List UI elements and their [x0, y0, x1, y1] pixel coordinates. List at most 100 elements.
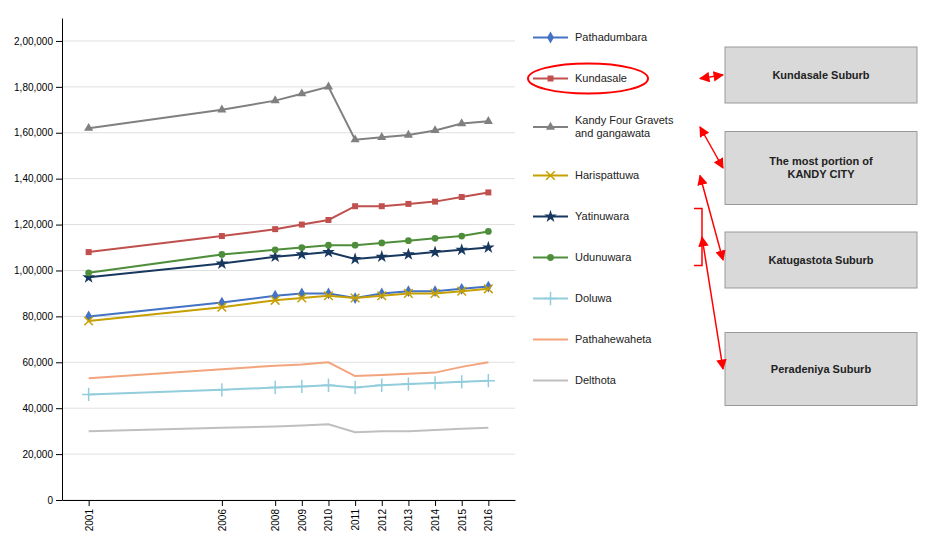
legend-label: Pathadumbara	[575, 31, 648, 43]
tick-label: 1,20,000	[14, 219, 53, 230]
series	[84, 285, 492, 326]
point	[428, 376, 441, 389]
tick: 2008	[270, 500, 281, 531]
point	[218, 251, 225, 258]
point	[217, 105, 226, 113]
point	[295, 380, 308, 393]
point	[429, 245, 442, 257]
legend-marker	[548, 76, 554, 82]
line	[89, 424, 489, 432]
point	[484, 285, 493, 294]
tick: 2016	[483, 500, 494, 531]
line	[89, 248, 489, 278]
point	[271, 95, 280, 103]
grid-line	[62, 408, 515, 409]
legend-label: Delthota	[575, 374, 617, 386]
legend-label: Pathahewaheta	[575, 333, 652, 345]
grid-line	[62, 270, 515, 271]
tick-label: 2011	[350, 509, 361, 531]
grid	[62, 41, 515, 500]
plot-area	[82, 82, 495, 433]
point	[377, 291, 386, 300]
series	[82, 241, 494, 283]
point	[271, 296, 280, 305]
line	[89, 362, 489, 378]
part: and gangawata	[575, 127, 651, 139]
point	[405, 285, 412, 297]
legend-entry: Kundasale	[533, 72, 627, 84]
tick: 1,40,000	[14, 173, 62, 184]
line	[89, 287, 489, 317]
tick: 2010	[323, 500, 334, 531]
tick: 60,000	[22, 357, 62, 368]
tick-mark	[382, 500, 383, 506]
tick-mark	[56, 362, 62, 363]
line	[89, 192, 489, 252]
annotation-arrow	[700, 127, 723, 168]
tick-label: 2014	[430, 509, 441, 532]
tick-mark	[89, 500, 90, 506]
x-axis: 2001200620082009201020112012201320142015…	[63, 500, 516, 531]
point	[86, 249, 92, 255]
point	[84, 317, 93, 326]
annotations: Kundasale SuburbThe most portion ofKANDY…	[694, 47, 917, 406]
tick-mark	[488, 500, 489, 506]
legend-entry: Delthota	[533, 374, 617, 386]
tick: 1,00,000	[14, 265, 62, 276]
grid-line	[62, 40, 515, 41]
tick-label: 2,00,000	[14, 36, 53, 47]
axis-line	[63, 500, 516, 501]
point	[352, 242, 359, 249]
tick-label: 20,000	[22, 449, 53, 460]
point	[84, 123, 93, 131]
point	[459, 194, 465, 200]
tick-label: 1,00,000	[14, 265, 53, 276]
tick-label: 2001	[84, 509, 95, 532]
grid-line	[62, 86, 515, 87]
point	[455, 243, 468, 255]
tick-label: 2015	[457, 509, 468, 532]
tick: 2009	[297, 500, 308, 531]
legend-entry: Doluwa	[533, 292, 613, 305]
tick: 1,80,000	[14, 82, 62, 93]
part: Peradeniya Suburb	[771, 363, 872, 375]
legend-marker	[546, 171, 555, 180]
point	[299, 222, 305, 228]
tick-label: 2010	[323, 509, 334, 532]
tick-mark	[56, 270, 62, 271]
legend-swatch	[533, 380, 568, 382]
tick-mark	[56, 316, 62, 317]
tick-label: 40,000	[22, 403, 53, 414]
legend-entry: Udunuwara	[533, 251, 632, 263]
legend: PathadumbaraKundasaleKandy Four Gravetsa…	[533, 31, 674, 386]
tick: 1,60,000	[14, 127, 62, 138]
point	[218, 303, 227, 312]
legend-entry: Pathadumbara	[533, 31, 648, 43]
tick: 0	[47, 495, 62, 506]
point	[482, 374, 495, 387]
tick: 2011	[350, 500, 361, 531]
part: Kundasale	[575, 72, 627, 84]
tick-mark	[435, 500, 436, 506]
point	[430, 125, 439, 133]
annotation-box	[725, 132, 917, 205]
point	[432, 199, 438, 205]
bracket	[694, 209, 702, 266]
annotation-box	[725, 333, 917, 406]
line	[89, 231, 489, 272]
annotation: Kundasale Suburb	[772, 69, 869, 81]
tick-label: 2008	[270, 509, 281, 532]
point	[404, 130, 413, 138]
point	[455, 375, 468, 388]
part: Pathahewaheta	[575, 333, 652, 345]
point	[82, 388, 95, 401]
point	[348, 381, 361, 394]
tick: 2012	[377, 500, 388, 531]
tick-mark	[56, 133, 62, 134]
grid-line	[62, 224, 515, 225]
tick-label: 60,000	[22, 357, 53, 368]
tick: 1,20,000	[14, 219, 62, 230]
tick: 2,00,000	[14, 36, 62, 47]
legend-label: Kundasale	[575, 72, 627, 84]
tick-mark	[56, 41, 62, 42]
